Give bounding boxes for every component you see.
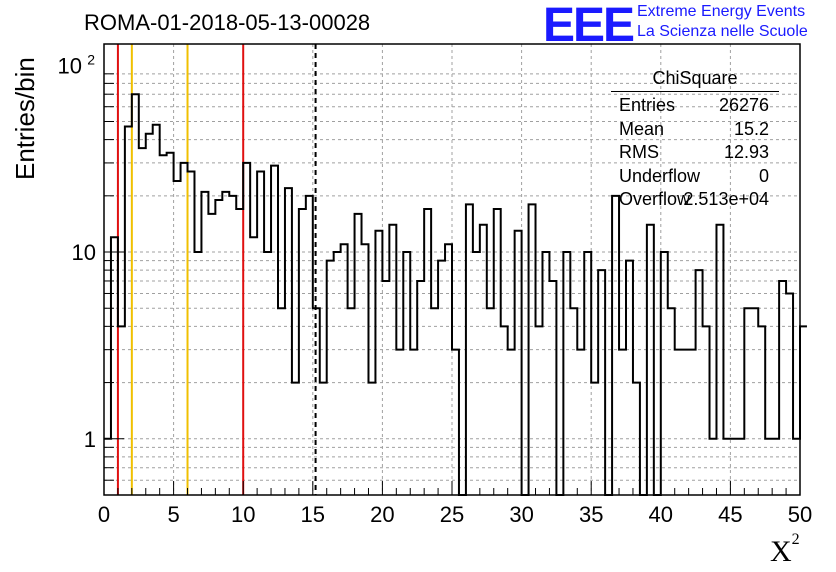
x-tick-label: 50: [788, 502, 812, 527]
y-tick-label: 10: [58, 53, 82, 78]
stats-label: Entries: [619, 95, 676, 115]
stats-row-rms: RMS 12.93: [611, 139, 779, 163]
stats-label: Mean: [619, 118, 665, 139]
x-tick-label: 15: [301, 502, 325, 527]
chart-title: ROMA-01-2018-05-13-00028: [84, 10, 371, 35]
stats-row-entries: Entries 26276: [611, 92, 779, 116]
stats-row-overflow: Overflow 2.513e+04: [611, 186, 779, 210]
histogram-line: [104, 93, 807, 496]
tick-labels: 0 5 10 15 20 25 30 35 40 45 50 1 10 10 2: [58, 51, 813, 527]
stats-label: Overflow: [619, 189, 691, 209]
stats-title: ChiSquare: [611, 68, 779, 92]
x-tick-label: 10: [231, 502, 255, 527]
x-tick-label: 25: [440, 502, 464, 527]
x-tick-label: 45: [718, 502, 742, 527]
y-tick-label: 1: [84, 427, 96, 452]
x-tick-label: 5: [167, 502, 179, 527]
x-axis-label: X2: [770, 531, 800, 569]
y-axis-label: Entries/bin: [10, 57, 40, 180]
y-tick-label-exponent: 2: [87, 51, 95, 67]
stats-value: 15.2: [733, 118, 769, 139]
x-tick-label: 0: [98, 502, 110, 527]
stats-value: 0: [758, 165, 769, 186]
x-tick-label: 35: [579, 502, 603, 527]
logo-line-1: Extreme Energy Events: [637, 3, 806, 20]
x-axis-label-superscript: 2: [791, 531, 800, 548]
x-tick-label: 20: [370, 502, 394, 527]
stats-row-mean: Mean 15.2: [611, 116, 779, 140]
stats-label: RMS: [619, 142, 659, 162]
stats-label: Underflow: [619, 165, 701, 186]
x-tick-label: 30: [509, 502, 533, 527]
stats-box: ChiSquare Entries 26276 Mean 15.2 RMS 12.93…: [611, 68, 779, 210]
eee-logo: EEE: [543, 0, 635, 52]
logo-line-2: La Scienza nelle Scuole: [637, 23, 808, 40]
x-tick-label: 40: [649, 502, 673, 527]
stats-value: 12.93: [723, 142, 769, 162]
stats-row-underflow: Underflow 0: [611, 163, 779, 187]
stats-value: 2.513e+04: [683, 189, 769, 209]
x-axis-label-text: X: [770, 535, 792, 568]
histogram-series: [104, 93, 807, 496]
axis-ticks: [103, 73, 801, 496]
stats-value: 26276: [718, 95, 769, 115]
y-tick-label: 10: [72, 240, 96, 265]
